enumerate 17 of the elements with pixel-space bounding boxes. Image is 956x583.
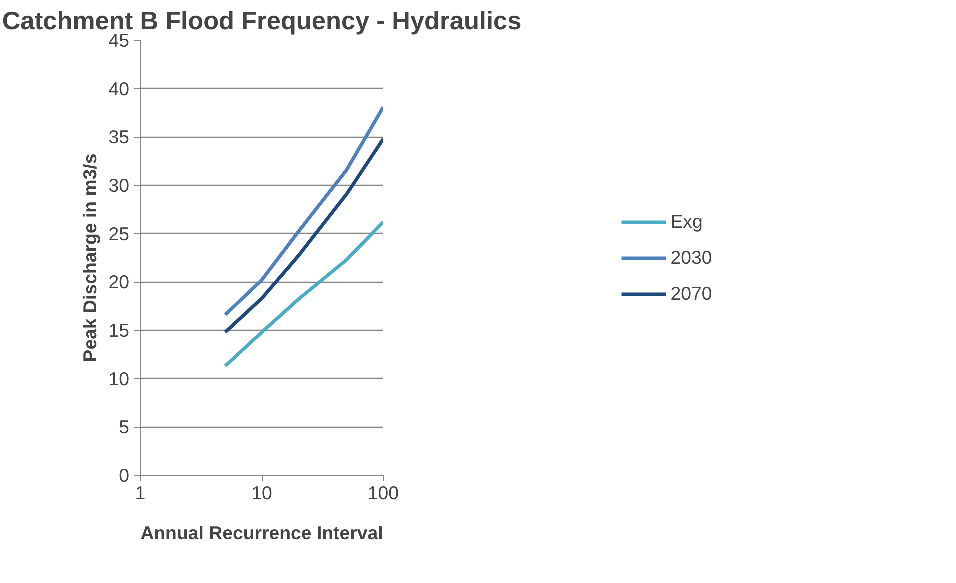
y-tick-label: 40 bbox=[108, 78, 130, 100]
y-tick-label: 30 bbox=[108, 175, 130, 196]
y-tick-label: 15 bbox=[108, 320, 130, 341]
y-axis-title: Peak Discharge in m3/s bbox=[80, 154, 101, 362]
x-axis-title: Annual Recurrence Interval bbox=[140, 522, 384, 544]
x-tick-label: 10 bbox=[252, 482, 272, 504]
legend-label: 2070 bbox=[670, 282, 712, 304]
y-tick-label: 35 bbox=[108, 126, 130, 148]
y-tick-label: 5 bbox=[119, 416, 130, 438]
y-tick-label: 0 bbox=[119, 465, 130, 486]
legend-label: Exg bbox=[670, 210, 703, 232]
legend-label: 2030 bbox=[670, 246, 712, 268]
y-tick-label: 20 bbox=[108, 272, 130, 293]
x-tick-label: 100 bbox=[368, 482, 400, 504]
x-tick-label: 1 bbox=[135, 482, 146, 504]
y-tick-label: 10 bbox=[108, 368, 130, 390]
y-tick-label: 25 bbox=[108, 223, 130, 244]
